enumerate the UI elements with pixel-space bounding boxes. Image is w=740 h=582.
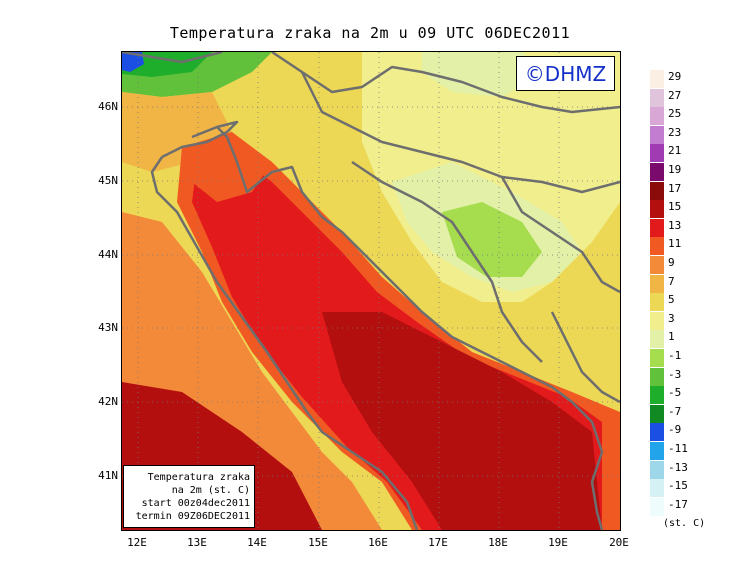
legend-swatch <box>650 423 664 442</box>
lat-label-42n: 42N <box>98 395 118 408</box>
legend-unit: (st. C) <box>663 518 706 529</box>
dhmz-logo: ©DHMZ <box>516 56 615 91</box>
legend-swatch <box>650 181 664 200</box>
alps-freezing-zone <box>122 52 212 77</box>
legend-label: 21 <box>668 144 682 158</box>
south-sea-hot-zone <box>322 312 602 530</box>
legend-label: 23 <box>668 125 682 139</box>
legend-swatch <box>650 125 664 144</box>
legend-swatch <box>650 442 664 460</box>
legend-swatch <box>650 479 664 498</box>
legend-label: 7 <box>668 274 675 288</box>
lat-label-44n: 44N <box>98 248 118 261</box>
legend-label: 25 <box>668 107 682 121</box>
temperature-map <box>121 51 621 531</box>
lat-label-45n: 45N <box>98 174 118 187</box>
legend-label: 29 <box>668 70 682 83</box>
legend-swatch <box>650 237 664 256</box>
info-variable: Temperatura zraka <box>147 472 250 483</box>
lon-label-16e: 16E <box>368 536 388 549</box>
lat-label-41n: 41N <box>98 469 118 482</box>
lon-label-13e: 13E <box>187 536 207 549</box>
legend-label: 9 <box>668 256 675 269</box>
lat-label-43n: 43N <box>98 321 118 334</box>
info-valid-time: termin 09Z06DEC2011 <box>135 511 250 522</box>
info-level-unit: na 2m (st. C) <box>171 485 250 496</box>
legend-swatch <box>650 349 664 367</box>
legend-swatch <box>650 163 664 181</box>
legend-swatch <box>650 256 664 274</box>
legend-label: -7 <box>668 404 682 418</box>
legend-swatch <box>650 107 664 126</box>
north-adriatic-zone <box>182 137 272 202</box>
legend-swatch <box>650 293 664 312</box>
legend-swatch <box>650 274 664 293</box>
lon-label-12e: 12E <box>127 536 147 549</box>
legend-label: 15 <box>668 200 682 214</box>
legend-swatch <box>650 70 664 88</box>
legend-label: -3 <box>668 367 682 381</box>
inland-freezing-zone <box>442 202 542 277</box>
legend-swatch <box>650 497 664 516</box>
lon-label-18e: 18E <box>488 536 508 549</box>
legend-label: 27 <box>668 88 682 102</box>
legend-label: 1 <box>668 330 675 344</box>
lon-label-17e: 17E <box>428 536 448 549</box>
legend-label: 17 <box>668 181 682 195</box>
legend-swatch <box>650 386 664 405</box>
legend-swatch <box>650 311 664 330</box>
legend-label: -17 <box>668 497 688 511</box>
legend-swatch <box>650 218 664 237</box>
legend-label: 5 <box>668 293 675 307</box>
legend-label: 3 <box>668 311 675 325</box>
legend-label: -11 <box>668 442 688 455</box>
lon-label-19e: 19E <box>548 536 568 549</box>
legend-label: -9 <box>668 423 682 437</box>
legend-label: 19 <box>668 163 682 176</box>
lon-label-14e: 14E <box>247 536 267 549</box>
legend-label: -5 <box>668 386 682 400</box>
northeast-cold-zone <box>422 52 542 97</box>
lon-label-15e: 15E <box>308 536 328 549</box>
lat-label-46n: 46N <box>98 100 118 113</box>
coastlines <box>122 52 620 530</box>
info-box: Temperatura zraka na 2m (st. C) start 00… <box>123 465 255 528</box>
legend-swatch <box>650 330 664 349</box>
legend-swatch <box>650 460 664 479</box>
lon-label-20e: 20E <box>609 536 629 549</box>
legend-label: -15 <box>668 479 688 493</box>
legend-label: -13 <box>668 460 688 474</box>
legend-swatch <box>650 404 664 423</box>
map-title: Temperatura zraka na 2m u 09 UTC 06DEC20… <box>169 24 571 42</box>
alps-very-cold-zone <box>122 52 144 72</box>
info-start-time: start 00z04dec2011 <box>141 498 250 509</box>
legend-label: 13 <box>668 218 682 232</box>
legend-swatch <box>650 88 664 107</box>
legend-label: 11 <box>668 237 682 251</box>
legend-swatch <box>650 367 664 386</box>
legend-label: -1 <box>668 349 682 362</box>
temperature-field <box>122 52 620 530</box>
legend-swatch <box>650 144 664 163</box>
legend-swatch <box>650 200 664 219</box>
